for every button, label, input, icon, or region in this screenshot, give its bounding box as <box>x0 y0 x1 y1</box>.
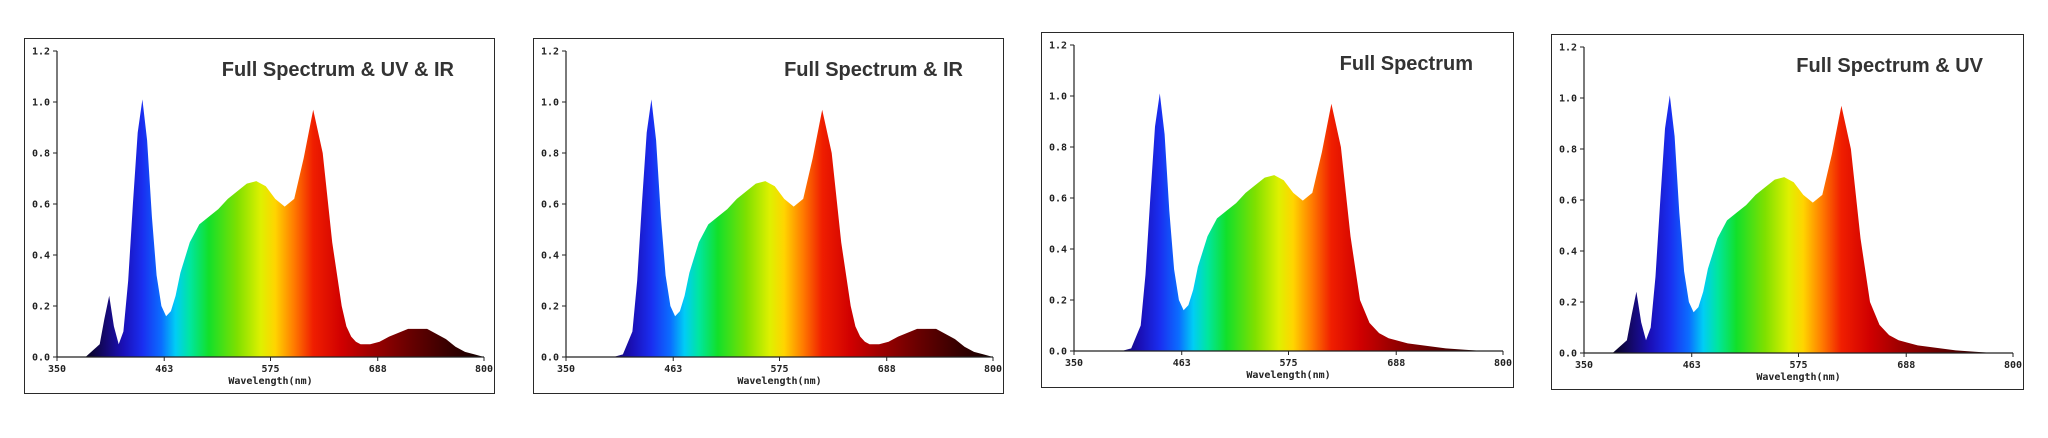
x-tick-label: 575 <box>1789 360 1807 371</box>
x-axis-label: Wavelength(nm) <box>228 376 312 387</box>
y-tick-label: 0.0 <box>32 353 50 364</box>
chart-panel-full-spectrum-uv: 0.0 0.2 0.4 0.6 0.8 1.0 1.2 350 463 575 688 800 Wave… <box>1551 34 2024 390</box>
x-tick-label: 800 <box>475 364 493 375</box>
chart-title: Full Spectrum & IR <box>784 59 963 81</box>
y-tick-label: 0.8 <box>1049 143 1067 154</box>
y-tick-label: 0.0 <box>541 353 559 364</box>
y-tick-label: 0.2 <box>1049 296 1067 307</box>
y-tick-label: 0.4 <box>1559 247 1577 258</box>
spectrum-chart: 0.0 0.2 0.4 0.6 0.8 1.0 1.2 350 463 575 688 800 Wave… <box>1559 43 2022 384</box>
y-tick-label: 0.2 <box>1559 298 1577 309</box>
y-tick-label: 1.0 <box>1559 94 1577 105</box>
y-tick-label: 0.8 <box>32 149 50 160</box>
spectrum-chart: 0.0 0.2 0.4 0.6 0.8 1.0 1.2 350 463 575 688 800 Wave… <box>1049 41 1512 382</box>
x-tick-label: 463 <box>664 364 682 375</box>
x-tick-label: 350 <box>48 364 66 375</box>
x-tick-label: 688 <box>369 364 387 375</box>
spectrum-area <box>566 99 993 358</box>
x-axis-label: Wavelength(nm) <box>737 376 821 387</box>
y-tick-label: 0.2 <box>541 302 559 313</box>
spectrum-area <box>1584 95 2013 354</box>
y-tick-label: 1.2 <box>1049 41 1067 52</box>
y-tick-label: 0.4 <box>32 251 50 262</box>
x-tick-label: 688 <box>878 364 896 375</box>
y-tick-label: 1.2 <box>541 47 559 58</box>
x-tick-label: 575 <box>770 364 788 375</box>
y-tick-label: 0.6 <box>32 200 50 211</box>
y-tick-label: 0.4 <box>541 251 559 262</box>
x-tick-label: 688 <box>1897 360 1915 371</box>
x-tick-label: 688 <box>1387 358 1405 369</box>
y-tick-label: 0.6 <box>1049 194 1067 205</box>
x-axis-label: Wavelength(nm) <box>1246 370 1330 381</box>
y-tick-label: 0.8 <box>541 149 559 160</box>
x-tick-label: 350 <box>557 364 575 375</box>
x-tick-label: 800 <box>984 364 1002 375</box>
spectrum-chart: 0.0 0.2 0.4 0.6 0.8 1.0 1.2 350 463 575 688 800 Wave… <box>32 47 493 388</box>
x-axis-label: Wavelength(nm) <box>1756 372 1840 383</box>
spectrum-chart: 0.0 0.2 0.4 0.6 0.8 1.0 1.2 350 463 575 688 800 Wave… <box>541 47 1002 388</box>
x-tick-label: 575 <box>261 364 279 375</box>
y-tick-label: 0.6 <box>541 200 559 211</box>
chart-panel-full-spectrum-uv-ir: 0.0 0.2 0.4 0.6 0.8 1.0 1.2 350 463 575 688 800 Wave… <box>24 38 495 394</box>
y-tick-label: 0.4 <box>1049 245 1067 256</box>
y-tick-label: 0.8 <box>1559 145 1577 156</box>
chart-title: Full Spectrum & UV & IR <box>221 59 454 81</box>
y-tick-label: 0.0 <box>1559 349 1577 360</box>
x-tick-label: 463 <box>155 364 173 375</box>
y-tick-label: 0.2 <box>32 302 50 313</box>
spectrum-area <box>1074 93 1503 352</box>
y-tick-label: 0.0 <box>1049 347 1067 358</box>
x-tick-label: 350 <box>1065 358 1083 369</box>
chart-panel-full-spectrum: 0.0 0.2 0.4 0.6 0.8 1.0 1.2 350 463 575 688 800 Wave… <box>1041 32 1514 388</box>
x-tick-label: 463 <box>1683 360 1701 371</box>
x-tick-label: 800 <box>2004 360 2022 371</box>
y-tick-label: 1.2 <box>32 47 50 58</box>
y-tick-label: 0.6 <box>1559 196 1577 207</box>
spectrum-area <box>57 99 484 358</box>
y-tick-label: 1.0 <box>32 98 50 109</box>
y-tick-label: 1.0 <box>541 98 559 109</box>
x-tick-label: 350 <box>1575 360 1593 371</box>
y-tick-label: 1.2 <box>1559 43 1577 54</box>
x-tick-label: 575 <box>1279 358 1297 369</box>
y-tick-label: 1.0 <box>1049 92 1067 103</box>
x-tick-label: 800 <box>1494 358 1512 369</box>
chart-title: Full Spectrum <box>1339 53 1473 75</box>
x-tick-label: 463 <box>1173 358 1191 369</box>
chart-title: Full Spectrum & UV <box>1796 55 1983 77</box>
chart-panel-full-spectrum-ir: 0.0 0.2 0.4 0.6 0.8 1.0 1.2 350 463 575 688 800 Wave… <box>533 38 1004 394</box>
